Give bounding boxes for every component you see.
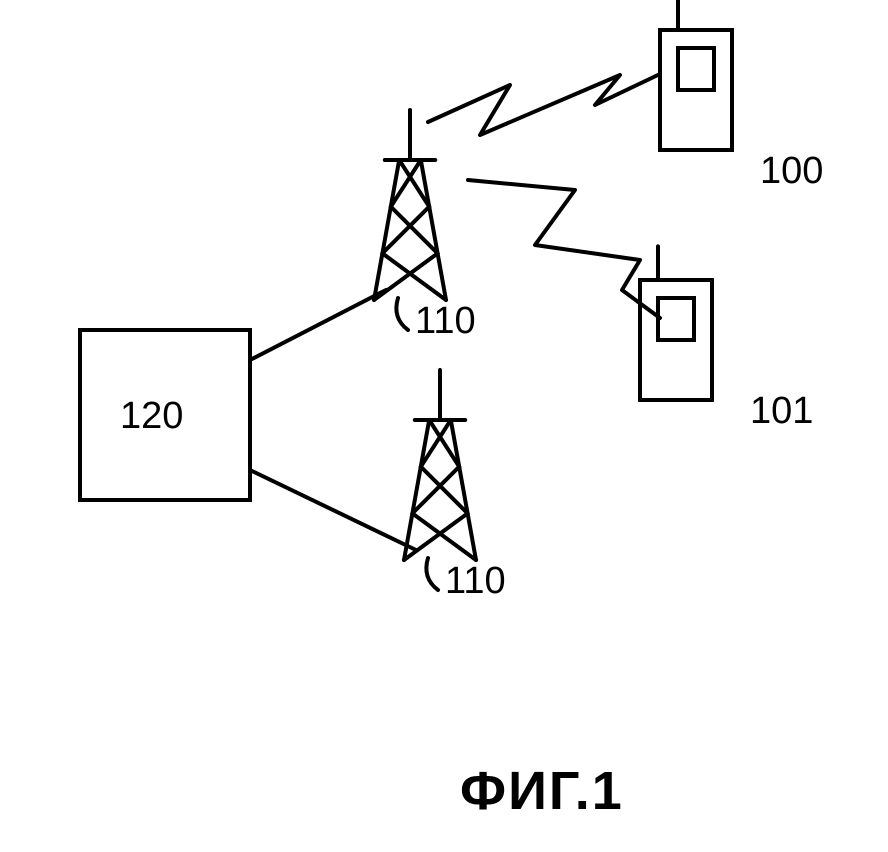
label-ФИГ.1: ФИГ.1: [460, 760, 624, 822]
label-110: 110: [445, 560, 506, 603]
label-110: 110: [415, 300, 476, 343]
label-120: 120: [120, 395, 183, 438]
label-101: 101: [750, 390, 813, 433]
diagram-stage: 120 110 110 100 101 ФИГ.1: [0, 0, 888, 852]
label-100: 100: [760, 150, 823, 193]
